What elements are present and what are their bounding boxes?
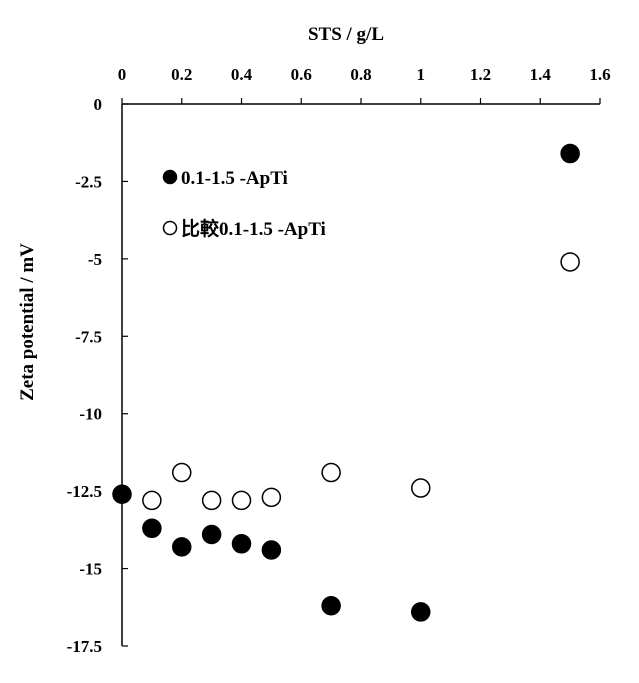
x-axis-title: STS / g/L	[308, 24, 384, 45]
data-point-filled	[142, 518, 162, 539]
data-point-open	[321, 462, 341, 483]
x-tick-label: 0.2	[171, 65, 192, 84]
y-axis-title: Zeta potential / mV	[17, 243, 38, 401]
data-point-filled	[172, 537, 192, 557]
legend-marker-filled	[162, 169, 178, 185]
data-point-open	[201, 490, 222, 511]
data-point-filled	[112, 484, 132, 504]
x-tick-label: 0.6	[291, 65, 312, 84]
y-tick-label: -17.5	[67, 637, 102, 656]
data-point-open	[172, 462, 192, 483]
data-point-open	[411, 478, 431, 498]
legend-label: 比較0.1-1.5 -ApTi	[181, 217, 326, 240]
legend-marker-open	[162, 220, 178, 236]
data-point-filled	[321, 595, 341, 616]
y-tick-label: -7.5	[75, 327, 102, 346]
y-tick-label: -2.5	[75, 172, 102, 191]
data-point-filled	[231, 534, 252, 554]
x-tick-label: 1.4	[530, 65, 552, 84]
data-point-filled	[201, 524, 222, 545]
legend-label: 0.1-1.5 -ApTi	[181, 168, 288, 189]
y-tick-label: -12.5	[67, 482, 102, 501]
y-tick-label: -15	[79, 560, 102, 579]
data-point-filled	[560, 143, 580, 164]
y-tick-label: -5	[88, 250, 102, 269]
x-tick-label: 0.4	[231, 65, 253, 84]
x-tick-label: 1.2	[470, 65, 491, 84]
data-point-open	[231, 490, 252, 511]
data-point-filled	[411, 602, 431, 622]
x-tick-label: 1.6	[589, 65, 610, 84]
axes-layer: 0 0.2 0.4 0.6 0.8 1 1.2 1.4 1.6 0 -2.5 -5 -7.5 -10 -12…	[17, 24, 611, 656]
y-tick-label: -10	[79, 405, 102, 424]
legend: 0.1-1.5 -ApTi 比較0.1-1.5 -ApTi	[162, 168, 326, 240]
y-tick-label: 0	[94, 95, 103, 114]
x-tick-label: 0.8	[350, 65, 371, 84]
data-point-open	[261, 487, 282, 508]
points-layer	[112, 143, 580, 622]
x-tick-label: 0	[118, 65, 127, 84]
data-point-open	[560, 252, 580, 272]
x-tick-label: 1	[417, 65, 426, 84]
data-point-filled	[261, 540, 282, 560]
data-point-open	[142, 490, 162, 511]
